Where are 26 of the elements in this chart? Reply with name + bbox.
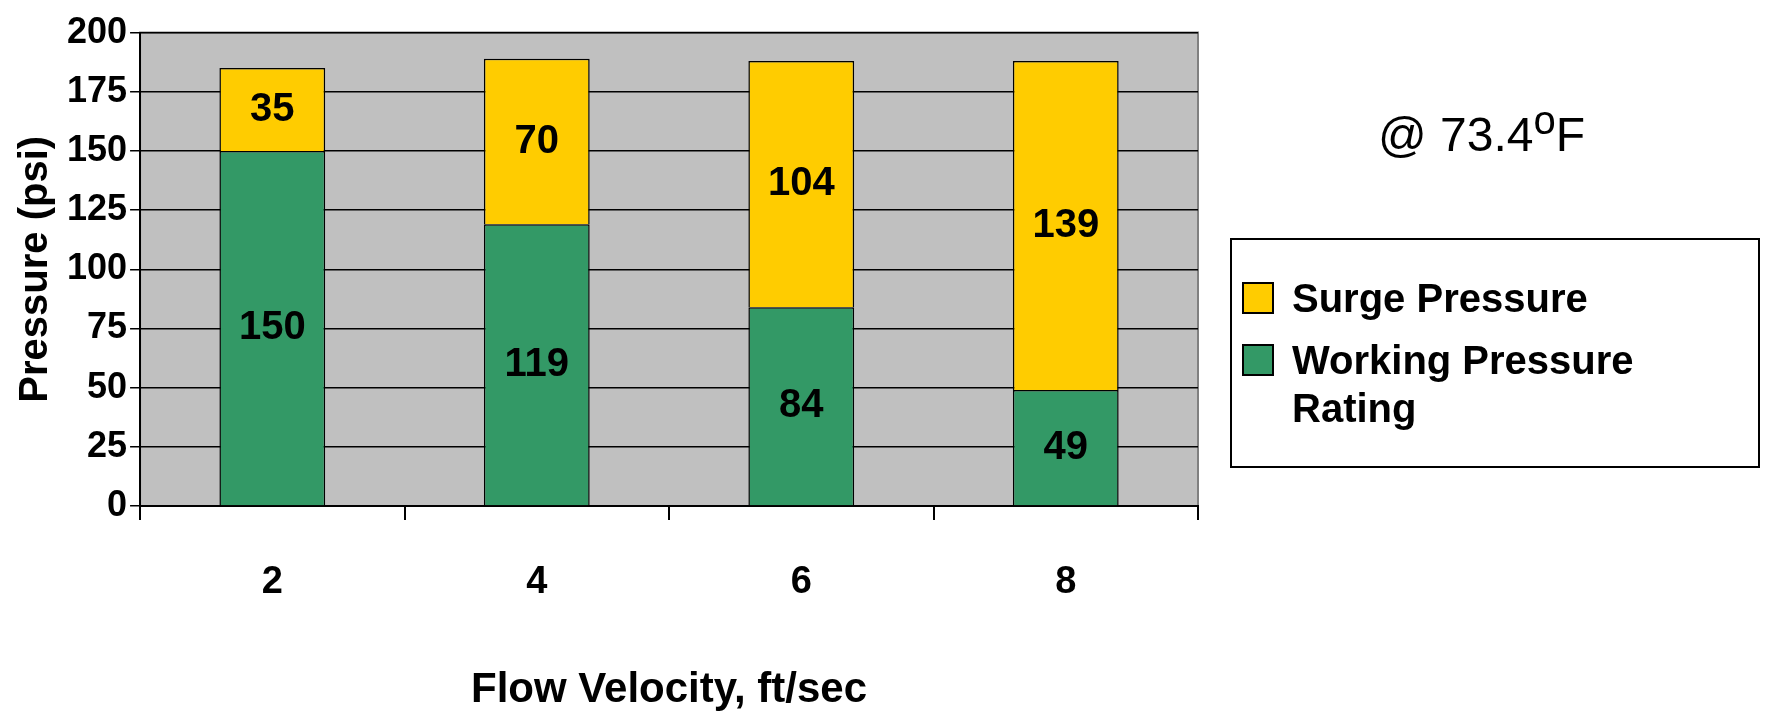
data-label: 49 — [1043, 422, 1089, 467]
text: @ 73.4$^{o}$F — [1378, 98, 1586, 162]
data-label: 70 — [514, 116, 560, 161]
legend-label: Surge Pressure — [1292, 275, 1588, 322]
data-label: 139 — [1032, 200, 1100, 245]
y-tick-label: 25 — [87, 423, 128, 465]
data-label: 150 — [238, 303, 306, 348]
y-tick-label: 175 — [66, 68, 128, 110]
data-label: 119 — [504, 339, 570, 384]
x-tick-label: 8 — [1055, 559, 1077, 602]
legend-label: Working Pressure Rating — [1292, 337, 1635, 432]
y-tick-label: 0 — [107, 482, 128, 524]
y-tick-label: 150 — [66, 127, 128, 169]
data-label: 104 — [767, 159, 836, 204]
x-tick-label: 6 — [790, 559, 812, 602]
y-tick-label: 75 — [87, 305, 128, 347]
x-tick-label: 4 — [526, 559, 548, 602]
y-tick-label: 50 — [87, 364, 128, 406]
x-tick-label: 2 — [261, 559, 283, 602]
y-tick-label: 125 — [66, 187, 128, 229]
x-axis-title: Flow Velocity, ft/sec — [471, 664, 868, 712]
y-axis-title: Pressure (psi) — [11, 135, 56, 403]
y-tick-label: 200 — [66, 9, 128, 51]
y-tick-label: 100 — [66, 246, 128, 288]
data-label: 84 — [779, 381, 825, 426]
data-label: 35 — [250, 84, 295, 129]
